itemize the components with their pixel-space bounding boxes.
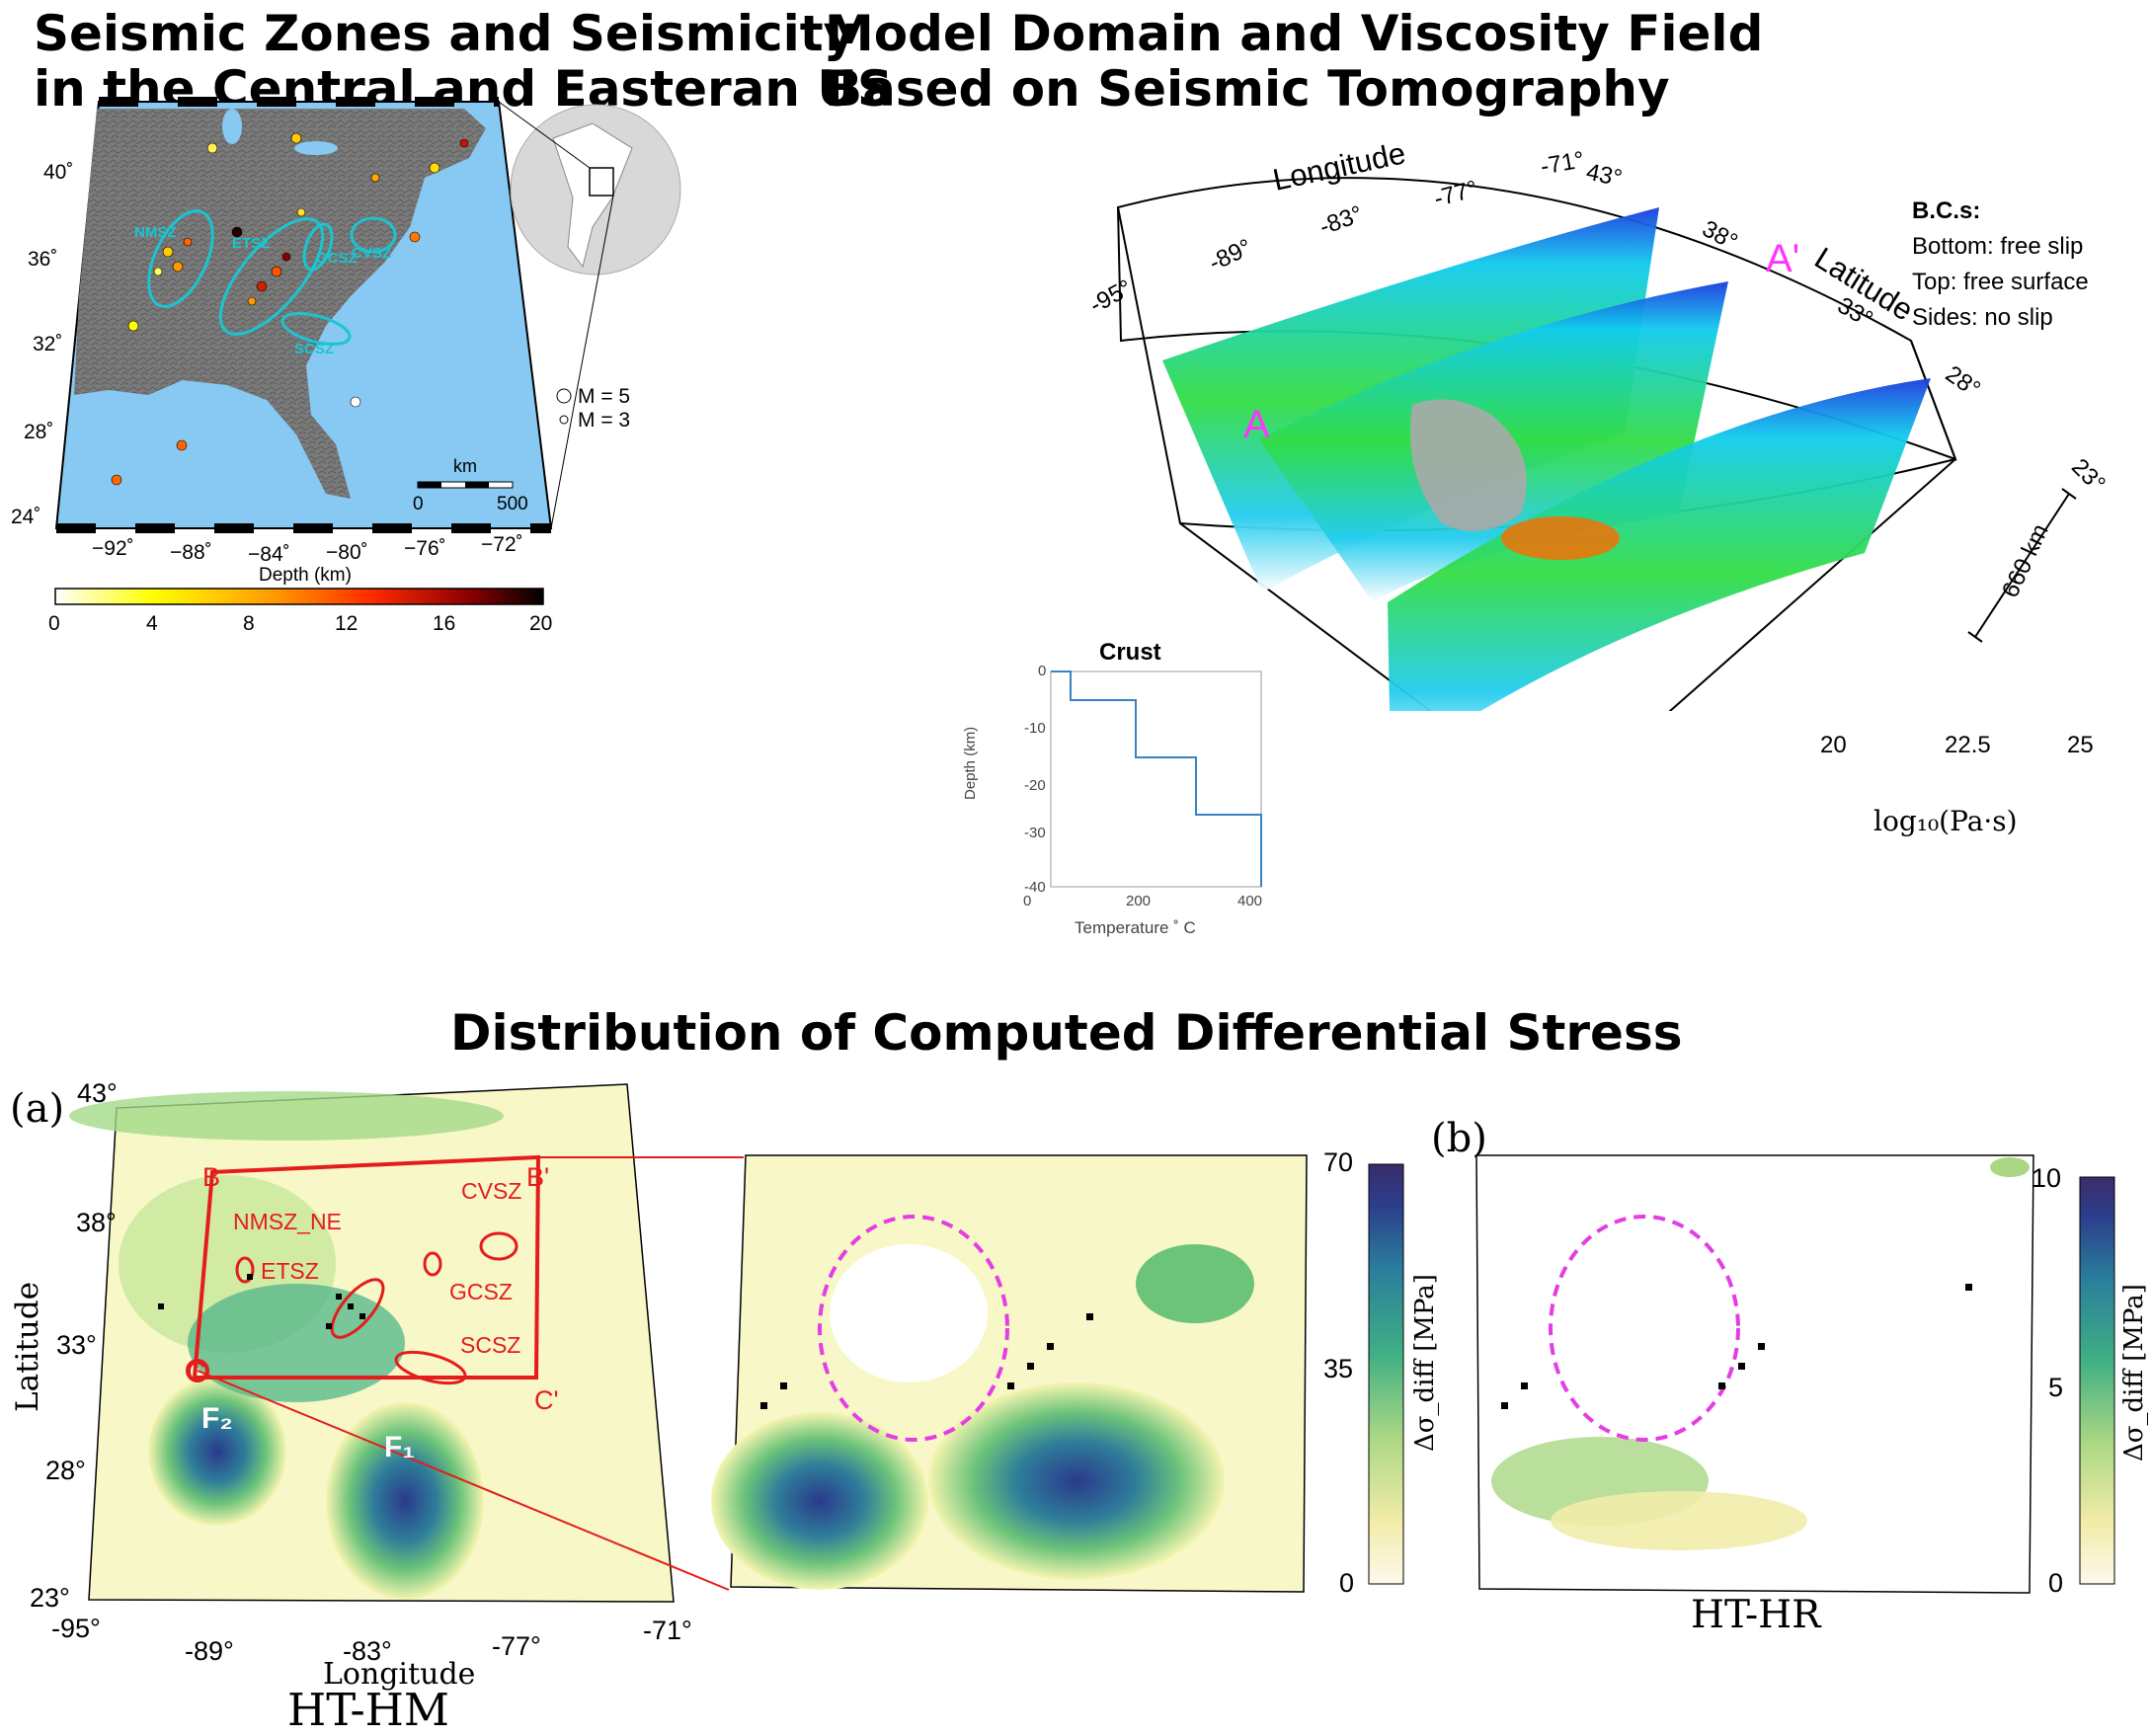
lat-label-36: 36˚ xyxy=(28,248,58,271)
zone-label-cvsz: CVSZ xyxy=(352,245,392,262)
stress-lon-71: -71° xyxy=(643,1616,692,1645)
zone-scsz: SCSZ xyxy=(460,1332,521,1358)
point-f2: F₂ xyxy=(201,1402,233,1435)
zone-nmsz-ne: NMSZ_NE xyxy=(233,1209,342,1234)
visc-colorbar-label: log₁₀(Pa·s) xyxy=(1873,805,2018,837)
scale-unit: km xyxy=(453,456,477,476)
zone-etsz: ETSZ xyxy=(261,1258,319,1284)
stress-lat-38: 38° xyxy=(76,1208,117,1237)
panel-b-label: (b) xyxy=(1431,1116,1487,1161)
model-domain-3d xyxy=(1116,177,2077,711)
stress-ylabel: Latitude xyxy=(10,1281,45,1412)
land-mass xyxy=(74,109,486,499)
point-c-prime: C' xyxy=(534,1385,559,1415)
crust-xtick-0: 0 xyxy=(1023,893,1032,909)
depth-tick-0: 0 xyxy=(48,612,60,635)
crust-title: Crust xyxy=(1099,639,1161,666)
panel2-title: Model Domain and Viscosity Field Based o… xyxy=(825,5,1764,118)
model-a-label: HT-HM xyxy=(287,1684,449,1736)
zone-label-etsz: ETSZ xyxy=(232,235,271,252)
lon-label-72: −72˚ xyxy=(481,533,523,556)
lat-label-32: 32˚ xyxy=(33,333,63,355)
visc-tick-22-5: 22.5 xyxy=(1945,732,1991,758)
stress-lon-95: -95° xyxy=(51,1614,101,1643)
stress-lat-23: 23° xyxy=(30,1583,70,1613)
scale-zero: 0 xyxy=(413,494,424,514)
point-f1: F₁ xyxy=(384,1431,415,1463)
earthquake-markers xyxy=(111,132,469,486)
zone-cvsz: CVSZ xyxy=(461,1178,522,1204)
crust-plot xyxy=(1050,671,1262,888)
stress-colorbar-a xyxy=(1368,1163,1404,1585)
bcs-heading: B.C.s: xyxy=(1912,197,1981,224)
section-a-prime: A' xyxy=(1766,237,1800,280)
stress-bar-a-label: Δσ_diff [MPa] xyxy=(1410,1274,1440,1452)
visc-tick-25: 25 xyxy=(2067,732,2094,758)
stress-lat-33: 33° xyxy=(56,1330,97,1360)
stress-bar-b-label: Δσ_diff [MPa] xyxy=(2119,1284,2149,1461)
bcs-top: Top: free surface xyxy=(1912,269,2089,295)
visc-tick-20: 20 xyxy=(1820,732,1847,758)
crust-ytick-10: -10 xyxy=(1024,720,1046,737)
zone-label-scsz: SCSZ xyxy=(294,341,335,357)
lat-label-40: 40˚ xyxy=(43,161,74,184)
stress-bar-b-10: 10 xyxy=(2032,1163,2062,1193)
crust-ytick-30: -30 xyxy=(1024,825,1046,841)
zone-gcsz: GCSZ xyxy=(449,1279,513,1304)
lon-label-88: −88˚ xyxy=(170,541,212,564)
lon-label-80: −80˚ xyxy=(326,541,368,564)
point-c: C xyxy=(187,1357,206,1386)
panel1-title: Seismic Zones and Seismicity in the Cent… xyxy=(34,5,894,118)
crust-ytick-0: 0 xyxy=(1038,663,1047,679)
stress-lat-43: 43° xyxy=(77,1078,118,1108)
zone-label-nmsz: NMSZ xyxy=(134,224,177,241)
bcs-sides: Sides: no slip xyxy=(1912,304,2053,331)
depth-tick-4: 4 xyxy=(146,612,158,635)
seismicity-points xyxy=(158,1274,1972,1409)
legend-m3: M = 3 xyxy=(578,409,631,432)
crust-ytick-20: -20 xyxy=(1024,777,1046,794)
bcs-bottom: Bottom: free slip xyxy=(1912,233,2084,260)
stress-bar-a-35: 35 xyxy=(1323,1354,1354,1383)
depth-tick-20: 20 xyxy=(529,612,553,635)
depth-label: Depth (km) xyxy=(259,565,352,586)
section-a: A xyxy=(1243,403,1270,446)
lat-label-24: 24˚ xyxy=(11,506,41,528)
crust-xtick-400: 400 xyxy=(1237,893,1263,909)
stress-lon-89: -89° xyxy=(185,1636,234,1666)
legend-m5: M = 5 xyxy=(578,385,631,408)
stress-bar-a-70: 70 xyxy=(1323,1147,1354,1177)
stress-bar-a-0: 0 xyxy=(1339,1568,1355,1598)
point-b: B xyxy=(202,1162,221,1192)
stress-lat-28: 28° xyxy=(45,1456,86,1485)
depth-tick-8: 8 xyxy=(243,612,255,635)
crust-xtick-200: 200 xyxy=(1126,893,1152,909)
stress-bar-b-5: 5 xyxy=(2048,1373,2064,1402)
seismic-map xyxy=(54,97,681,605)
scale-max: 500 xyxy=(497,494,528,514)
zone-label-gcsz: GCSZ xyxy=(316,250,358,267)
stress-lon-83: -83° xyxy=(343,1636,392,1666)
stress-lon-77: -77° xyxy=(492,1631,541,1661)
depth-tick-12: 12 xyxy=(335,612,358,635)
lon-label-76: −76˚ xyxy=(404,537,446,560)
slice-3 xyxy=(1388,378,1931,711)
lon-label-84: −84˚ xyxy=(248,543,290,566)
stress-xlabel: Longitude xyxy=(323,1657,476,1692)
lat-label-28: 28˚ xyxy=(24,421,54,443)
point-b-prime: B' xyxy=(526,1162,550,1192)
model-b-label: HT-HR xyxy=(1691,1593,1821,1637)
lon-label-92: −92˚ xyxy=(92,537,134,560)
crust-ytick-40: -40 xyxy=(1024,879,1046,896)
stress-colorbar-b xyxy=(2079,1176,2115,1585)
stress-bar-b-0: 0 xyxy=(2048,1568,2064,1598)
depth-tick-16: 16 xyxy=(433,612,456,635)
crust-xlabel: Temperature ˚ C xyxy=(1075,918,1196,937)
panel-a-label: (a) xyxy=(10,1086,65,1132)
panel3-title: Distribution of Computed Differential St… xyxy=(450,1004,1683,1062)
depth-colorbar xyxy=(54,588,544,605)
